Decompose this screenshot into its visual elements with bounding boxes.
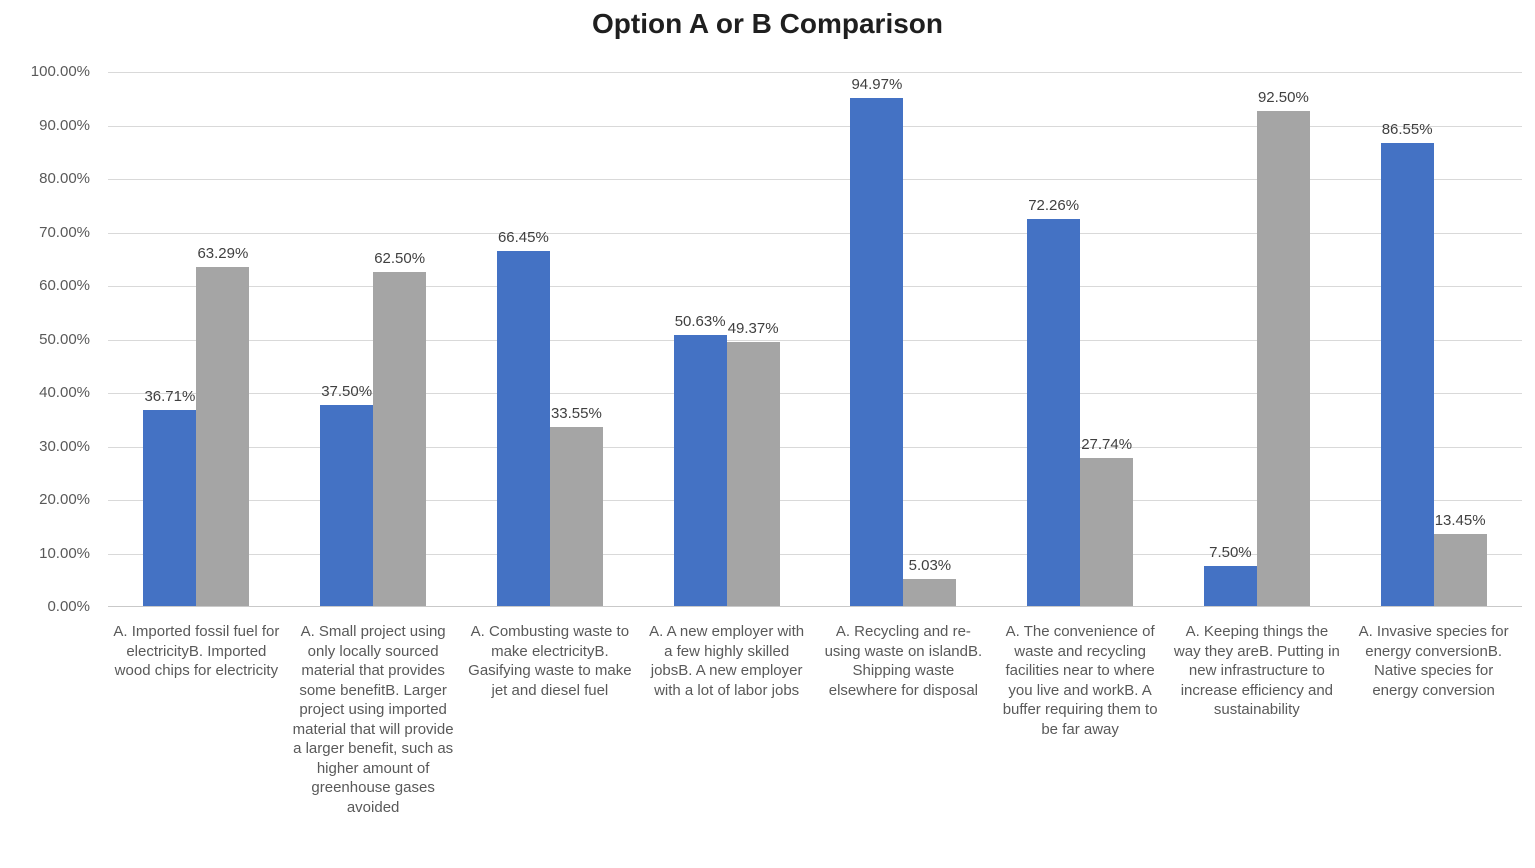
x-axis-category-label: A. Keeping things the way they areB. Put… [1173, 623, 1340, 718]
bar-groups: 36.71% 63.29% 37.50% 62.50% 66.45% 33.55% 50.6… [108, 72, 1522, 606]
gridline [108, 500, 1522, 501]
data-label-option-b: 13.45% [1434, 512, 1486, 530]
data-label-option-a: 94.97% [851, 75, 903, 93]
bar-option-a: 66.45% [496, 229, 550, 606]
data-label-option-a: 86.55% [1381, 120, 1433, 138]
bar-option-b: 92.50% [1256, 89, 1310, 606]
data-label-option-b: 92.50% [1257, 89, 1309, 107]
data-label-option-b: 27.74% [1081, 435, 1133, 453]
bar-option-b: 13.45% [1433, 512, 1487, 606]
data-label-option-b: 5.03% [908, 557, 952, 575]
x-axis-category-label: A. Combusting waste to make electricityB… [468, 623, 632, 699]
x-axis-category-label: A. Small project using only locally sour… [292, 623, 454, 816]
bar-option-a: 72.26% [1027, 197, 1081, 606]
data-label-option-b: 63.29% [197, 245, 249, 263]
bar-option-b: 27.74% [1080, 436, 1134, 606]
y-axis-tick-label: 70.00% [39, 223, 90, 241]
y-axis: 100.00% 90.00% 80.00% 70.00% 60.00% 50.00% 40.… [0, 63, 98, 615]
y-axis-tick-label: 80.00% [39, 170, 90, 187]
bar-group: 7.50% 92.50% [1169, 72, 1346, 606]
bar-option-a: 50.63% [673, 313, 727, 606]
y-axis-tick-label: 20.00% [39, 491, 90, 508]
gridline [108, 553, 1522, 555]
bar-group: 50.63% 49.37% [638, 72, 815, 606]
bar-group: 36.71% 63.29% [108, 72, 285, 606]
y-axis-tick-label: 90.00% [39, 116, 90, 134]
y-axis-tick-label: 50.00% [39, 330, 90, 348]
bar-group: 94.97% 5.03% [815, 72, 992, 606]
gridline [108, 393, 1522, 394]
data-label-option-a: 66.45% [497, 228, 549, 246]
data-label-option-a: 72.26% [1028, 197, 1080, 215]
bar-group: 37.50% 62.50% [285, 72, 462, 606]
gridline [108, 339, 1522, 341]
x-axis-category-label: A. Imported fossil fuel for electricityB… [113, 623, 280, 679]
data-label-option-b: 49.37% [727, 319, 779, 337]
bar-option-b: 63.29% [196, 245, 250, 606]
data-label-option-a: 36.71% [144, 387, 196, 405]
bar-option-a: 86.55% [1380, 121, 1434, 606]
gridline [108, 286, 1522, 287]
bar-group: 72.26% 27.74% [992, 72, 1169, 606]
data-label-option-b: 62.50% [374, 249, 426, 267]
bar-option-a: 7.50% [1203, 544, 1257, 606]
gridline [108, 125, 1522, 127]
gridline [108, 72, 1522, 73]
x-axis-category-label: A. A new employer with a few highly skil… [649, 623, 805, 699]
y-axis-tick-label: 100.00% [30, 63, 90, 80]
bar-option-a: 94.97% [850, 76, 904, 606]
y-axis-tick-label: 10.00% [39, 544, 90, 562]
x-axis-category-label: A. The convenience of waste and recyclin… [1002, 623, 1158, 738]
data-label-option-b: 33.55% [550, 404, 602, 422]
bar-option-b: 49.37% [726, 320, 780, 606]
data-label-option-a: 50.63% [674, 313, 726, 331]
x-axis-category-label: A. Invasive species for energy conversio… [1358, 623, 1509, 699]
data-label-option-a: 37.50% [321, 383, 373, 401]
data-label-option-a: 7.50% [1209, 543, 1252, 561]
y-axis-tick-label: 60.00% [39, 277, 90, 294]
y-axis-tick-label: 30.00% [39, 437, 90, 455]
bar-group: 86.55% 13.45% [1345, 72, 1522, 606]
bar-option-b: 62.50% [373, 250, 427, 606]
bar-option-b: 5.03% [903, 557, 957, 606]
plot-area: 36.71% 63.29% 37.50% 62.50% 66.45% 33.55% 50.6… [108, 72, 1522, 607]
bar-option-a: 36.71% [143, 388, 197, 606]
x-axis-labels: A. Imported fossil fuel for electricityB… [108, 622, 1522, 817]
y-axis-tick-label: 0.00% [47, 598, 90, 615]
x-axis-category-label: A. Recycling and re-using waste on islan… [824, 623, 983, 699]
gridline [108, 232, 1522, 234]
bar-option-a: 37.50% [320, 383, 374, 606]
gridline [108, 446, 1522, 448]
bar-option-b: 33.55% [549, 405, 603, 606]
gridline [108, 179, 1522, 180]
bar-group: 66.45% 33.55% [462, 72, 639, 606]
chart-title: Option A or B Comparison [591, 8, 944, 39]
y-axis-tick-label: 40.00% [39, 384, 90, 401]
